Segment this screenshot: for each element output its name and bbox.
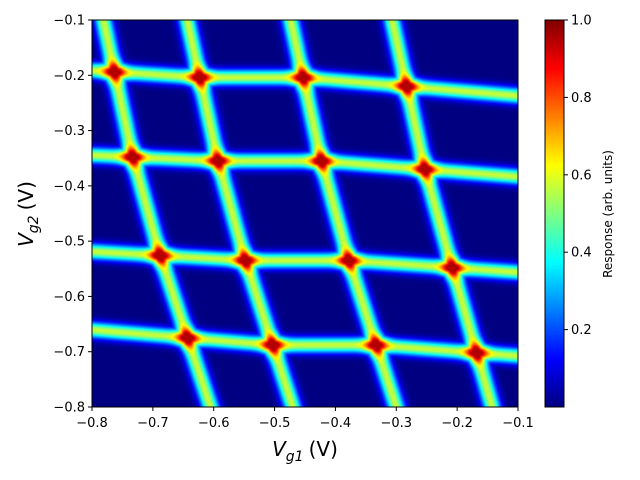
colorbar-tick-label: 0.8: [571, 91, 592, 106]
x-tick-label: −0.5: [259, 416, 291, 431]
plot-frame: [91, 19, 519, 408]
y-tick-label: −0.5: [53, 235, 85, 250]
y-tick-label: −0.1: [53, 14, 85, 29]
x-tick-label: −0.2: [441, 416, 473, 431]
colorbar-tick-label: 0.2: [571, 323, 592, 338]
y-tick-label: −0.8: [53, 401, 85, 416]
colorbar-gradient: [545, 20, 564, 407]
colorbar-frame: [544, 19, 565, 408]
colorbar-tick-label: 0.6: [571, 168, 592, 183]
x-tick-label: −0.8: [76, 416, 108, 431]
x-axis-label-subscript: g1: [286, 449, 304, 465]
x-axis-label: Vg1 (V): [272, 437, 338, 465]
y-tick-label: −0.3: [53, 124, 85, 139]
y-axis-label-subscript: g2: [26, 215, 42, 233]
y-tick-label: −0.7: [53, 345, 85, 360]
x-tick-label: −0.3: [380, 416, 412, 431]
x-axis-ticks: −0.8 −0.7 −0.6 −0.5 −0.4 −0.3 −0.2 −0.1: [76, 407, 534, 431]
y-axis-ticks: −0.1 −0.2 −0.3 −0.4 −0.5 −0.6 −0.7 −0.8: [53, 14, 92, 416]
x-axis-label-symbol: V: [272, 437, 287, 461]
y-axis-label: Vg2 (V): [14, 181, 42, 247]
y-axis-label-symbol: V: [14, 232, 38, 247]
colorbar-label: Response (arb. units): [601, 150, 615, 278]
y-axis-label-unit: (V): [14, 181, 38, 210]
heatmap-image: [92, 20, 518, 407]
x-tick-label: −0.1: [502, 416, 534, 431]
x-axis-label-unit: (V): [309, 437, 338, 461]
x-tick-label: −0.4: [320, 416, 352, 431]
y-tick-label: −0.6: [53, 290, 85, 305]
colorbar-tick-label: 0.4: [571, 246, 592, 261]
x-tick-label: −0.6: [198, 416, 230, 431]
colorbar-tick-label: 1.0: [571, 14, 592, 29]
colorbar-ticks: 0.2 0.4 0.6 0.8 1.0: [564, 14, 592, 338]
y-tick-label: −0.2: [53, 69, 85, 84]
y-tick-label: −0.4: [53, 179, 85, 194]
x-tick-label: −0.7: [137, 416, 169, 431]
